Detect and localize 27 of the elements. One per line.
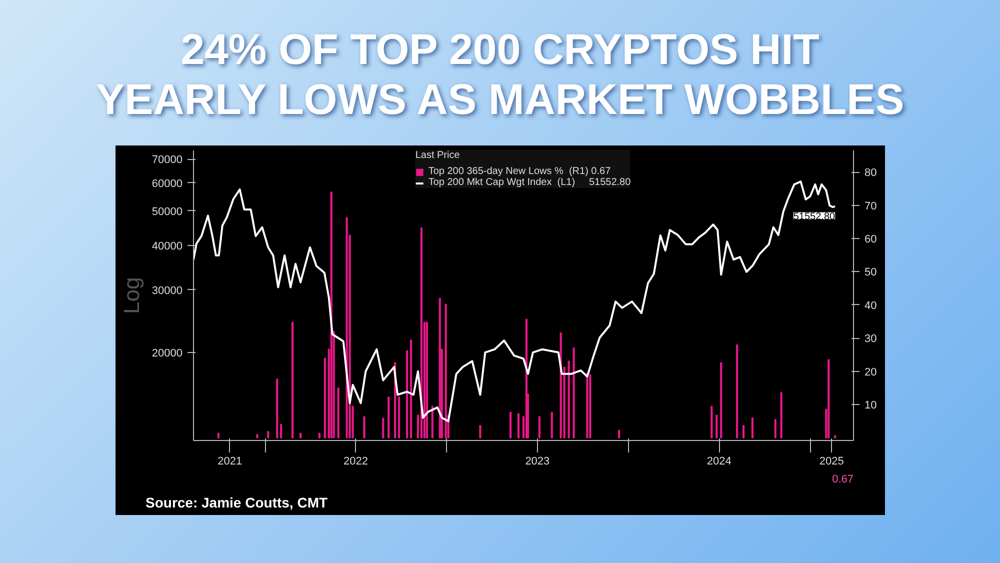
- y-tick-label: 70000: [152, 154, 183, 166]
- y2-tick-label: 40: [864, 300, 877, 312]
- source-note: Source: Jamie Coutts, CMT: [146, 494, 328, 510]
- annotation: 51552.80: [793, 211, 836, 222]
- legend-label: Top 200 365-day New Lows % (R1) 0.67: [428, 166, 611, 177]
- x-tick-label: 2024: [706, 456, 732, 468]
- y2-tick-label: 50: [864, 266, 877, 279]
- legend-label: Top 200 Mkt Cap Wgt Index (L1) 51552.80: [428, 177, 631, 188]
- y-tick-label: 50000: [152, 206, 183, 218]
- y-tick-label: 20000: [152, 347, 183, 360]
- y2-tick-label: 70: [864, 200, 877, 212]
- y2-tick-label: 30: [864, 333, 877, 346]
- y2-tick-label: 10: [864, 400, 877, 412]
- x-tick-label: 2021: [218, 456, 242, 468]
- y2-tick-label: 60: [864, 234, 877, 246]
- text: 0.67: [832, 474, 854, 486]
- x-tick-label: 2025: [819, 456, 844, 468]
- y-axis-title: Log: [118, 277, 144, 314]
- legend-title: Last Price: [415, 150, 461, 161]
- y-tick-label: 40000: [152, 240, 183, 252]
- y2-tick-label: 20: [864, 366, 877, 378]
- x-tick-label: 2023: [525, 456, 550, 468]
- x-tick-label: 2022: [344, 456, 368, 468]
- y-tick-label: 60000: [152, 178, 183, 190]
- y-tick-label: 30000: [152, 284, 183, 297]
- y2-tick-label: 80: [864, 167, 877, 180]
- chart-title: 24% OF TOP 200 CRYPTOS HIT YEARLY LOWS AS MARKET WOBBLES: [94, 25, 906, 125]
